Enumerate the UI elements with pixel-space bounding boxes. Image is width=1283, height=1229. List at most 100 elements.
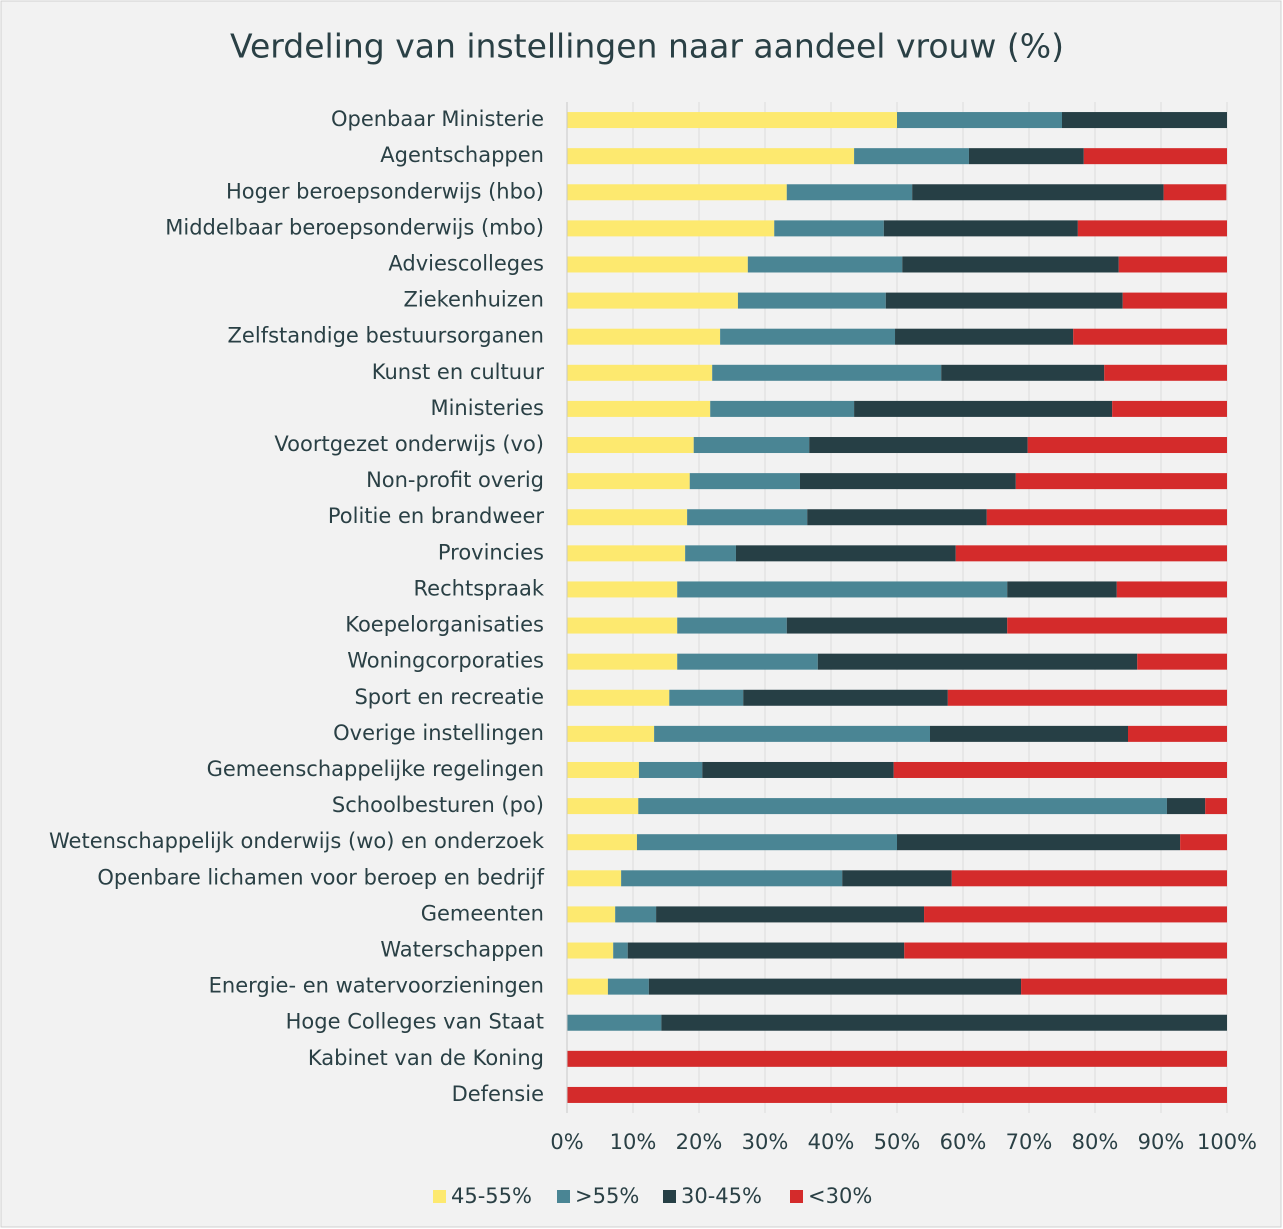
bar-segment xyxy=(897,834,1181,851)
bar-segment xyxy=(567,256,748,273)
bar-segment xyxy=(947,689,1227,706)
bar-segment xyxy=(677,581,1008,598)
y-tick-label: Gemeenten xyxy=(421,901,544,925)
bar-segment xyxy=(669,689,744,706)
bar-segment xyxy=(567,653,678,670)
x-tick-label: 0% xyxy=(550,1130,583,1154)
chart-title: Verdeling van instellingen naar aandeel … xyxy=(230,27,1064,66)
bar-segment xyxy=(689,473,800,490)
bar-segment xyxy=(648,978,1022,995)
bar-segment xyxy=(693,437,810,454)
legend-label: 30-45% xyxy=(681,1184,762,1208)
y-tick-label: Energie- en watervoorzieningen xyxy=(209,974,544,998)
legend-label: <30% xyxy=(808,1184,872,1208)
bar-segment xyxy=(743,689,948,706)
bar-segment xyxy=(1137,653,1227,670)
bar-segment xyxy=(1112,400,1227,417)
bar-segment xyxy=(567,473,690,490)
bar-segment xyxy=(1015,473,1227,490)
bar-segment xyxy=(685,545,736,562)
bar-segment xyxy=(1027,437,1227,454)
bar-segment xyxy=(1166,798,1206,815)
bar-segment xyxy=(720,328,896,345)
bar-segment xyxy=(904,942,1227,959)
legend-swatch xyxy=(790,1190,803,1203)
bar-segment xyxy=(854,148,969,165)
x-tick-label: 30% xyxy=(742,1130,789,1154)
bar-segment xyxy=(1122,292,1227,309)
bar-segment xyxy=(677,617,787,634)
bar-segment xyxy=(567,545,686,562)
bar-segment xyxy=(1205,798,1227,815)
bar-segment xyxy=(930,725,1128,742)
y-tick-label: Sport en recreatie xyxy=(354,685,544,709)
bar-segment xyxy=(1128,725,1227,742)
bar-segment xyxy=(567,581,678,598)
bar-segment xyxy=(607,978,649,995)
bar-segment xyxy=(567,761,639,778)
bar-segment xyxy=(1180,834,1227,851)
x-tick-label: 10% xyxy=(610,1130,657,1154)
legend-label: 45-55% xyxy=(451,1184,532,1208)
bar-segment xyxy=(567,870,622,887)
bar-segment xyxy=(747,256,903,273)
bar-segment xyxy=(786,617,1008,634)
x-tick-label: 60% xyxy=(940,1130,987,1154)
bar-segment xyxy=(735,545,956,562)
bar-segment xyxy=(902,256,1119,273)
y-tick-label: Non-profit overig xyxy=(366,468,544,492)
x-tick-label: 40% xyxy=(808,1130,855,1154)
bar-segment xyxy=(912,184,1164,201)
bar-segment xyxy=(636,834,897,851)
legend-swatch xyxy=(663,1190,676,1203)
y-tick-label: Gemeenschappelijke regelingen xyxy=(207,757,544,781)
y-tick-label: Openbaar Ministerie xyxy=(331,107,544,131)
bar-segment xyxy=(968,148,1084,165)
bar-segment xyxy=(687,509,808,526)
bar-segment xyxy=(621,870,843,887)
bar-segment xyxy=(883,220,1078,237)
y-tick-label: Agentschappen xyxy=(380,143,544,167)
bar-segment xyxy=(567,725,655,742)
y-tick-label: Kabinet van de Koning xyxy=(308,1046,544,1070)
bar-segment xyxy=(710,400,855,417)
bar-segment xyxy=(677,653,818,670)
bar-segment xyxy=(786,184,913,201)
bar-segment xyxy=(567,1014,662,1031)
legend-swatch xyxy=(433,1190,446,1203)
bar-segment xyxy=(567,148,855,165)
y-tick-label: Kunst en cultuur xyxy=(372,360,545,384)
bar-segment xyxy=(567,437,694,454)
bar-segment xyxy=(567,509,688,526)
bar-segment xyxy=(567,184,787,201)
bar-segment xyxy=(897,112,1062,129)
bar-segment xyxy=(567,617,678,634)
bar-segment xyxy=(567,400,711,417)
y-tick-label: Voortgezet onderwijs (vo) xyxy=(274,432,544,456)
bar-segment xyxy=(1118,256,1227,273)
bar-segment xyxy=(567,798,639,815)
bar-segment xyxy=(638,761,703,778)
y-tick-label: Woningcorporaties xyxy=(347,649,544,673)
bar-segment xyxy=(1007,581,1117,598)
bar-segment xyxy=(1073,328,1227,345)
bar-segment xyxy=(737,292,886,309)
bar-segment xyxy=(1104,364,1227,381)
y-tick-label: Rechtspraak xyxy=(414,576,545,600)
bar-segment xyxy=(1062,112,1227,129)
x-tick-label: 20% xyxy=(676,1130,723,1154)
y-tick-label: Hoger beroepsonderwijs (hbo) xyxy=(226,179,544,203)
bar-segment xyxy=(893,761,1227,778)
y-tick-label: Schoolbesturen (po) xyxy=(332,793,544,817)
bar-segment xyxy=(654,725,930,742)
bar-segment xyxy=(1083,148,1227,165)
y-tick-label: Openbare lichamen voor beroep en bedrijf xyxy=(97,865,544,889)
y-tick-label: Ministeries xyxy=(430,396,544,420)
y-tick-label: Hoge Colleges van Staat xyxy=(286,1010,544,1034)
x-tick-label: 90% xyxy=(1138,1130,1185,1154)
x-tick-label: 80% xyxy=(1072,1130,1119,1154)
bar-segment xyxy=(567,220,775,237)
y-tick-label: Middelbaar beroepsonderwijs (mbo) xyxy=(165,215,544,239)
bar-segment xyxy=(567,1086,1227,1103)
